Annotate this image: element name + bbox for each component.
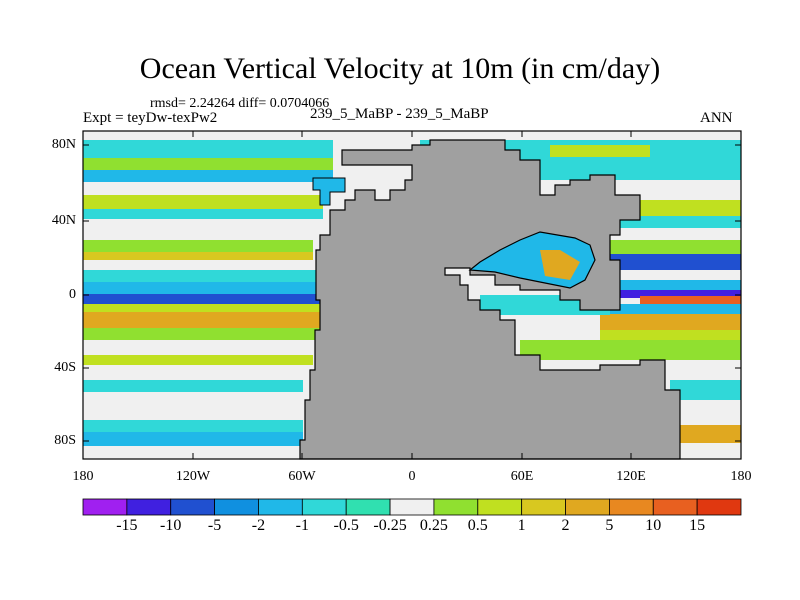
colorbar-label: -2	[251, 517, 266, 534]
land-mass	[299, 139, 681, 460]
colorbar-box	[301, 498, 347, 516]
colorbar-label: -5	[207, 517, 222, 534]
colorbar-label: -1	[295, 517, 309, 534]
case-label: 239_5_MaBP - 239_5_MaBP	[310, 106, 489, 122]
lat-label: 40S	[54, 360, 76, 375]
colorbar-label: -10	[160, 517, 182, 534]
velocity-field	[83, 140, 741, 446]
colorbar-box	[609, 498, 654, 516]
colorbar-label: 0.25	[419, 517, 448, 534]
experiment-label: Expt = teyDw-texPw2	[83, 110, 218, 126]
colorbar-label: 15	[689, 517, 706, 534]
colorbar-label: 10	[645, 517, 662, 534]
northern-bay	[312, 177, 346, 206]
colorbar-box	[565, 498, 610, 516]
map-title: Ocean Vertical Velocity at 10m (in cm/da…	[139, 52, 661, 85]
colorbar-label: -15	[116, 517, 138, 534]
colorbar-label: -0.5	[333, 517, 359, 534]
colorbar-box	[521, 498, 566, 516]
colorbar-label: -0.25	[373, 517, 407, 534]
colorbar-box	[433, 498, 479, 516]
lat-label: 80S	[54, 433, 76, 448]
colorbar-box	[126, 498, 172, 516]
lon-label: 60E	[510, 469, 534, 484]
stats-text: rmsd= 2.24264 diff= 0.0704066	[150, 96, 330, 111]
map-panel	[82, 130, 742, 460]
colorbar-box	[170, 498, 216, 516]
colorbar-box	[652, 498, 698, 516]
lat-label: 80N	[51, 137, 76, 152]
colorbar-box	[389, 498, 435, 516]
lon-label: 0	[408, 469, 416, 484]
axis-ticks	[82, 131, 742, 459]
colorbar-label: 2	[561, 517, 570, 534]
colorbar-box	[214, 498, 259, 516]
colorbar	[82, 498, 742, 516]
lat-label: 40N	[51, 213, 76, 228]
lat-label: 0	[69, 287, 76, 302]
lon-label: 120E	[616, 469, 646, 484]
colorbar-box	[477, 498, 523, 516]
colorbar-label: 1	[517, 517, 526, 534]
lon-label: 180	[730, 469, 752, 484]
colorbar-box	[696, 498, 742, 516]
lon-label: 60W	[288, 469, 316, 484]
colorbar-box	[345, 498, 391, 516]
lon-label: 120W	[175, 469, 211, 484]
season-label: ANN	[700, 110, 733, 126]
colorbar-label: 0.5	[467, 517, 488, 534]
lon-label: 180	[72, 469, 94, 484]
inland-sea-warm	[540, 250, 580, 280]
colorbar-box	[258, 498, 303, 516]
colorbar-box	[82, 498, 128, 516]
colorbar-label: 5	[605, 517, 614, 534]
